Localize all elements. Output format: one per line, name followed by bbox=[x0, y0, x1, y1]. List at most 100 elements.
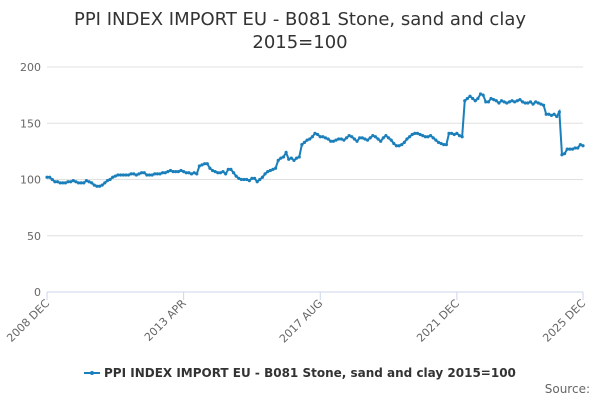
point bbox=[237, 176, 241, 180]
point bbox=[447, 131, 451, 135]
point bbox=[174, 170, 178, 174]
point bbox=[457, 134, 462, 138]
point bbox=[189, 172, 194, 176]
y-tick-label: 200 bbox=[20, 61, 41, 74]
point bbox=[168, 168, 173, 173]
point bbox=[192, 171, 196, 175]
point bbox=[373, 135, 378, 139]
point bbox=[255, 180, 259, 184]
point bbox=[297, 155, 301, 159]
point bbox=[520, 100, 525, 104]
point bbox=[450, 131, 454, 135]
point bbox=[90, 181, 94, 185]
point bbox=[218, 171, 223, 175]
point bbox=[560, 153, 564, 157]
point bbox=[229, 167, 233, 171]
point bbox=[358, 136, 362, 140]
point bbox=[407, 135, 412, 139]
point bbox=[258, 177, 262, 182]
point bbox=[347, 134, 351, 138]
point bbox=[224, 172, 228, 176]
point bbox=[163, 171, 167, 175]
point bbox=[58, 181, 62, 185]
point bbox=[376, 137, 380, 141]
point bbox=[329, 139, 333, 143]
point bbox=[84, 179, 89, 183]
point bbox=[245, 177, 249, 182]
point bbox=[121, 173, 125, 177]
point bbox=[200, 163, 204, 167]
point bbox=[308, 137, 312, 141]
point bbox=[108, 177, 112, 182]
point bbox=[55, 180, 60, 184]
point bbox=[268, 168, 272, 173]
point bbox=[402, 140, 406, 144]
point bbox=[489, 96, 493, 101]
point bbox=[279, 156, 283, 160]
point bbox=[444, 143, 448, 147]
point bbox=[497, 101, 501, 105]
point bbox=[118, 173, 123, 177]
point bbox=[273, 166, 278, 170]
point bbox=[266, 170, 270, 174]
point bbox=[295, 156, 299, 160]
point bbox=[442, 143, 446, 147]
point bbox=[82, 181, 86, 185]
point bbox=[499, 99, 504, 103]
point bbox=[103, 181, 107, 185]
point bbox=[61, 181, 65, 185]
point bbox=[97, 184, 102, 188]
point bbox=[460, 135, 464, 139]
point bbox=[124, 173, 128, 177]
point bbox=[323, 136, 328, 140]
point bbox=[486, 100, 491, 104]
point bbox=[66, 180, 70, 184]
point bbox=[76, 181, 81, 185]
point bbox=[161, 171, 165, 175]
point bbox=[352, 137, 357, 141]
point bbox=[389, 138, 393, 142]
point bbox=[239, 177, 244, 182]
point bbox=[331, 139, 335, 143]
point bbox=[426, 135, 430, 139]
point bbox=[371, 134, 375, 138]
point bbox=[455, 131, 459, 135]
point bbox=[176, 170, 180, 174]
point bbox=[221, 170, 225, 174]
point bbox=[316, 132, 320, 137]
point bbox=[132, 172, 136, 176]
point bbox=[355, 139, 359, 143]
point bbox=[203, 162, 207, 166]
point bbox=[368, 136, 372, 140]
point bbox=[436, 140, 441, 144]
point bbox=[53, 180, 57, 184]
point bbox=[423, 135, 427, 139]
point bbox=[478, 92, 483, 96]
source: Source: bbox=[545, 382, 590, 396]
point bbox=[216, 171, 220, 175]
point bbox=[45, 175, 49, 179]
point bbox=[242, 177, 246, 182]
point bbox=[510, 99, 514, 103]
point bbox=[350, 135, 354, 139]
point bbox=[384, 134, 388, 138]
point bbox=[581, 144, 585, 148]
point bbox=[87, 180, 91, 184]
point bbox=[155, 172, 159, 176]
point bbox=[126, 173, 131, 177]
point bbox=[100, 183, 104, 187]
point bbox=[147, 173, 152, 177]
point bbox=[334, 138, 338, 142]
point bbox=[247, 179, 251, 183]
point bbox=[344, 136, 349, 140]
point bbox=[471, 96, 475, 101]
point bbox=[439, 141, 443, 146]
chart-title: PPI INDEX IMPORT EU - B081 Stone, sand a… bbox=[73, 9, 527, 53]
series-line bbox=[47, 92, 584, 188]
point bbox=[48, 175, 52, 179]
point bbox=[494, 99, 498, 103]
point bbox=[578, 143, 582, 147]
point bbox=[69, 180, 73, 184]
point bbox=[250, 176, 254, 180]
